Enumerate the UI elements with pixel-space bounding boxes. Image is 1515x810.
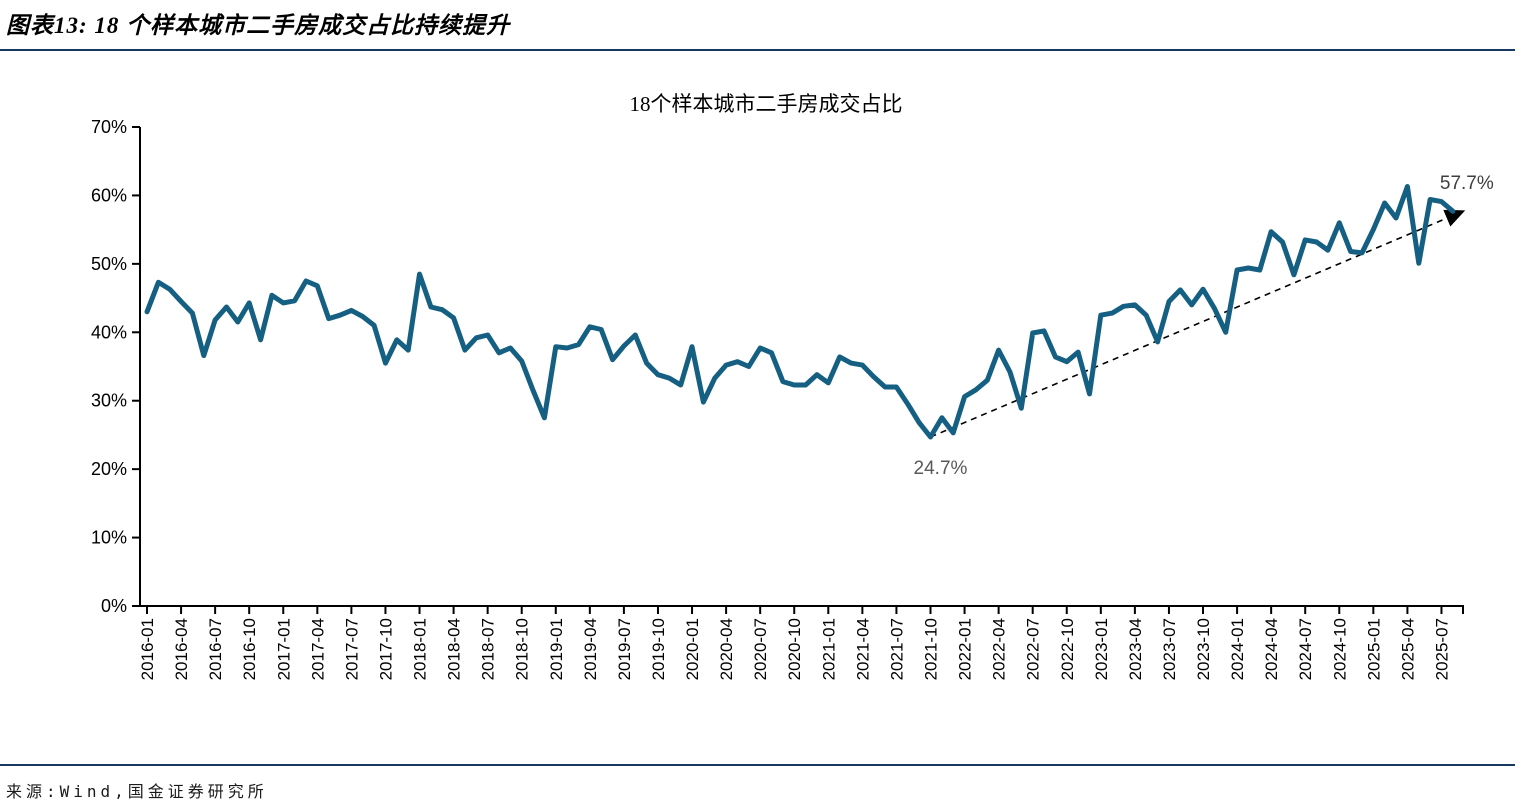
y-tick-label: 40% — [91, 322, 127, 342]
x-tick-label: 2022-10 — [1058, 618, 1077, 680]
x-tick-label: 2020-10 — [785, 618, 804, 680]
line-chart: 0% 10% 20% 30% 40% 50% 60% 70% 2016-01 2016-04 201… — [91, 117, 1494, 680]
y-tick-label: 70% — [91, 117, 127, 137]
x-tick-label: 2023-01 — [1092, 618, 1111, 680]
footer-divider — [0, 764, 1515, 766]
trend-arrowhead — [1443, 209, 1466, 227]
figure-title-text: 图表13: 18 个样本城市二手房成交占比持续提升 — [6, 13, 511, 38]
y-tick-label: 0% — [101, 596, 127, 616]
x-tick-label: 2021-07 — [887, 618, 906, 680]
x-tick-label: 2018-01 — [411, 618, 430, 680]
series-line — [144, 184, 1456, 440]
x-tick-label: 2022-07 — [1024, 618, 1043, 680]
header-divider — [0, 49, 1515, 51]
x-tick-label: 2016-10 — [240, 618, 259, 680]
x-tick-label: 2018-04 — [445, 618, 464, 680]
x-tick-label: 2018-07 — [479, 618, 498, 680]
y-tick-label: 30% — [91, 391, 127, 411]
x-tick-label: 2017-04 — [308, 618, 327, 680]
x-tick-label: 2019-04 — [581, 618, 600, 680]
figure-title: 图表13: 18 个样本城市二手房成交占比持续提升 — [6, 6, 1506, 40]
x-tick-label: 2022-01 — [956, 618, 975, 680]
x-tick-label: 2023-04 — [1126, 618, 1145, 680]
x-tick-label: 2021-01 — [819, 618, 838, 680]
y-tick-label: 60% — [91, 185, 127, 205]
x-tick-label: 2024-04 — [1262, 618, 1281, 680]
x-tick-label: 2017-10 — [376, 618, 395, 680]
x-tick-label: 2023-10 — [1194, 618, 1213, 680]
x-tick-label: 2024-07 — [1296, 618, 1315, 680]
data-label: 57.7% — [1440, 173, 1494, 194]
x-tick-label: 2017-07 — [342, 618, 361, 680]
x-tick-label: 2016-04 — [172, 618, 191, 680]
x-tick-label: 2024-01 — [1228, 618, 1247, 680]
x-tick-label: 2025-04 — [1398, 618, 1417, 680]
x-tick-label: 2019-10 — [649, 618, 668, 680]
y-tick-label: 10% — [91, 528, 127, 548]
x-tick-label: 2016-01 — [138, 618, 157, 680]
y-tick-label: 50% — [91, 254, 127, 274]
trend-dashed-line — [930, 217, 1448, 438]
x-tick-label: 2025-07 — [1432, 618, 1451, 680]
x-tick-label: 2023-07 — [1160, 618, 1179, 680]
x-tick-label: 2020-04 — [717, 618, 736, 680]
x-tick-label: 2020-07 — [751, 618, 770, 680]
data-label: 24.7% — [914, 458, 968, 479]
x-tick-label: 2016-07 — [206, 618, 225, 680]
x-tick-label: 2022-04 — [990, 618, 1009, 680]
x-tick-label: 2024-10 — [1330, 618, 1349, 680]
chart-title: 18个样本城市二手房成交占比 — [629, 92, 903, 116]
x-tick-label: 2025-01 — [1364, 618, 1383, 680]
source-note: 来源:Wind,国金证券研究所 — [6, 782, 268, 801]
x-tick-label: 2021-04 — [853, 618, 872, 680]
x-tick-label: 2018-10 — [513, 618, 532, 680]
y-tick-label: 20% — [91, 459, 127, 479]
x-tick-label: 2019-07 — [615, 618, 634, 680]
x-tick-label: 2019-01 — [547, 618, 566, 680]
x-tick-label: 2020-01 — [683, 618, 702, 680]
x-tick-label: 2021-10 — [921, 618, 940, 680]
x-tick-label: 2017-01 — [274, 618, 293, 680]
